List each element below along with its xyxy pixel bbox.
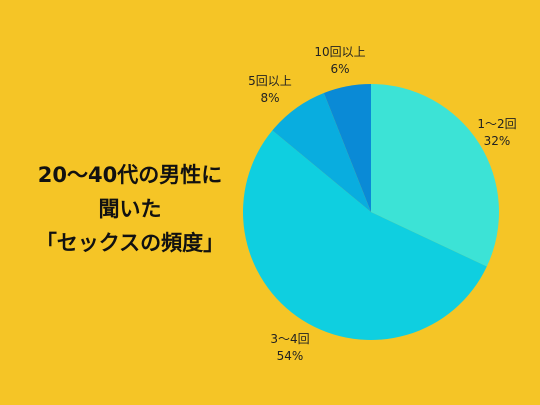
title-line-3: 「セックスの頻度」 [35,231,225,255]
slice-value-label-3: 8% [260,91,279,105]
slice-label-1: 1〜2回 [477,117,516,131]
pie-slice-4 [323,84,371,212]
slice-label-3: 5回以上 [248,74,292,88]
slice-value-label-4: 6% [330,62,349,76]
slice-label-2: 3〜4回 [270,332,309,346]
slice-value-label-1: 32% [484,134,511,148]
chart-title: 20〜40代の男性に 聞いた 「セックスの頻度」 [14,158,246,260]
title-line-2: 聞いた [98,197,162,221]
slice-value-label-2: 54% [277,349,304,363]
title-line-1: 20〜40代の男性に [37,163,223,187]
pie-slice-2 [243,130,487,340]
pie-slice-3 [272,92,371,212]
pie-slice-1 [371,84,500,267]
slice-label-4: 10回以上 [314,45,365,59]
